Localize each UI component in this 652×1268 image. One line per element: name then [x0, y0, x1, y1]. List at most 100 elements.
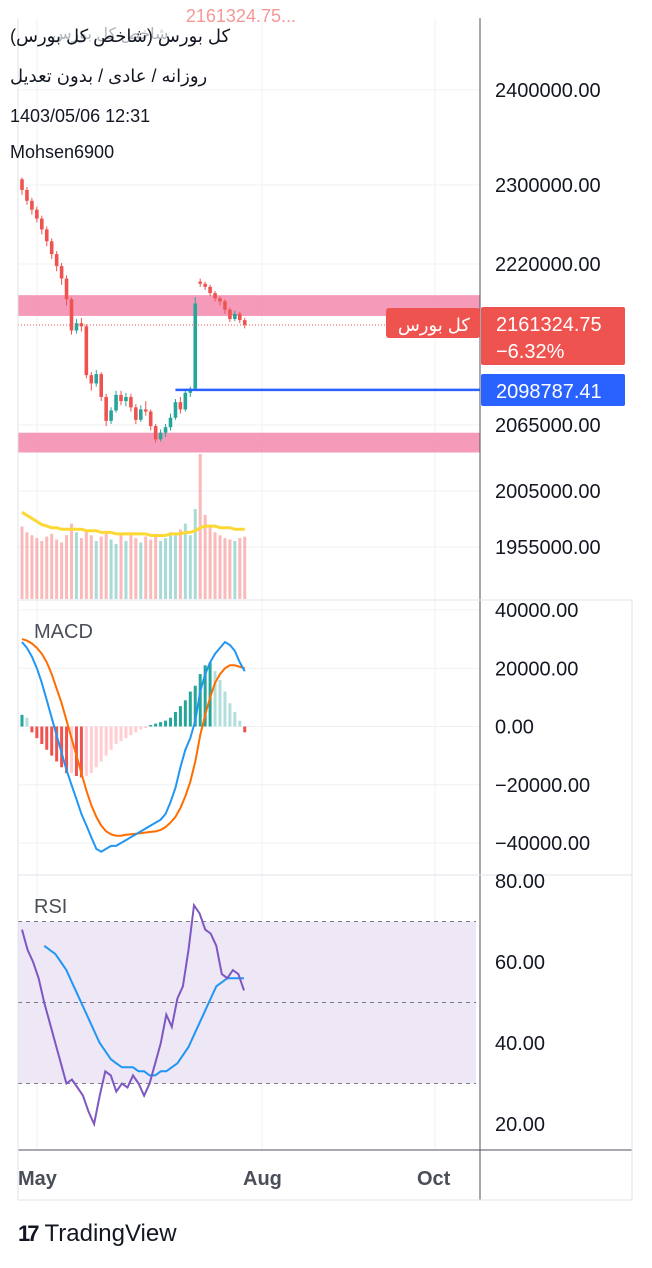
pane-frames [17, 18, 633, 1201]
timeframe-label[interactable]: روزانه / عادی / بدون تعدیل [10, 66, 208, 86]
candle-body [20, 179, 24, 190]
macd-signal-line [21, 638, 246, 837]
volume-bar [139, 542, 143, 599]
macd-histogram-bar [60, 726, 64, 768]
candle-body [238, 313, 242, 321]
time-axis-label: Oct [417, 1168, 451, 1190]
volume-bar [129, 532, 133, 599]
volume-bar [55, 539, 59, 599]
macd-histogram-bar [30, 726, 34, 733]
candle-body [44, 229, 49, 242]
rsi-axis-label: 80.00 [495, 871, 545, 893]
macd-histogram-bar [154, 723, 158, 727]
candle-body [124, 396, 128, 402]
tradingview-logo[interactable]: 17 TradingView [18, 1220, 177, 1248]
macd-axis-label: 40000.00 [495, 600, 578, 622]
candle-body [104, 396, 108, 421]
candle-body [54, 254, 59, 267]
volume-bar [104, 533, 108, 599]
macd-histogram-bar [20, 714, 24, 727]
candle-body [168, 417, 173, 428]
volume-bar [178, 529, 182, 599]
macd-histogram-bar [198, 674, 202, 727]
volume-bar [193, 509, 197, 599]
last-price-value: 2161324.75 [496, 314, 602, 336]
macd-histogram-bar [169, 717, 172, 727]
volume-bar [84, 529, 88, 599]
macd-histogram-bar [50, 726, 54, 756]
level-badge [481, 374, 625, 406]
macd-histogram-bar [238, 720, 242, 727]
macd-histogram-bar [188, 691, 192, 727]
volume-bar [154, 533, 158, 599]
candle-body [173, 402, 178, 418]
candle-body [183, 392, 188, 410]
rsi-axis-label: 20.00 [495, 1114, 545, 1136]
volume-bar [149, 539, 153, 599]
macd-histogram-bar [173, 711, 177, 727]
macd-histogram-bar [193, 685, 197, 727]
volume-bar [79, 538, 83, 599]
rsi-pane: RSI [18, 896, 476, 1128]
macd-histogram-bar [65, 726, 69, 774]
macd-histogram-bar [99, 726, 103, 762]
volume-bars [20, 454, 247, 599]
rsi-ma-line [43, 944, 244, 1077]
volume-bar [40, 541, 44, 599]
volume-bar [99, 536, 103, 599]
volume-bar [50, 533, 54, 599]
price-zone [18, 295, 480, 316]
candle-body [109, 410, 113, 421]
macd-histogram-bar [74, 726, 78, 777]
macd-histogram-bar [124, 726, 128, 739]
volume-bar [70, 523, 73, 599]
price-axis-label: 2300000.00 [495, 175, 601, 197]
candle-body [74, 323, 79, 331]
candle-body [242, 320, 247, 325]
symbol-title[interactable]: کل بورس (شاخص کل بورس) [10, 26, 231, 46]
volume-bar [173, 535, 177, 599]
volume-bar [45, 536, 49, 599]
brand-name: TradingView [44, 1220, 177, 1247]
macd-histogram-bar [119, 726, 123, 742]
macd-histogram-bar [55, 726, 59, 762]
macd-histogram-bar [144, 726, 148, 728]
candle-body [163, 427, 168, 433]
time-axis-label: Aug [243, 1168, 282, 1190]
datetime-label: 1403/05/06 12:31 [10, 106, 151, 126]
candle-body [233, 313, 237, 320]
volume-bar [203, 514, 207, 599]
volume-bar [228, 539, 232, 599]
candle-body [203, 283, 207, 287]
volume-bar [25, 532, 29, 599]
candle-body [69, 299, 74, 331]
candle-body [193, 303, 198, 389]
rsi-label: RSI [34, 896, 67, 918]
rsi-band [18, 921, 476, 1084]
last-price-change: −6.32% [496, 341, 565, 363]
volume-bar [124, 541, 128, 599]
time-axis-label: May [18, 1168, 58, 1190]
volume-bar [144, 536, 148, 599]
volume-bar [238, 538, 242, 599]
candlesticks [20, 177, 247, 443]
candle-body [129, 396, 133, 408]
candle-body [148, 411, 153, 427]
macd-axis-label: −20000.00 [495, 775, 590, 797]
macd-histogram-bar [149, 725, 153, 727]
volume-bar [218, 535, 222, 599]
macd-histogram-bar [233, 711, 237, 727]
macd-histogram-bar [159, 722, 163, 727]
macd-histogram-bar [213, 671, 217, 727]
candle-body [94, 374, 99, 384]
macd-histogram-bar [134, 726, 138, 733]
tradingview-logo-icon: 17 [18, 1221, 40, 1246]
macd-histogram-bar [89, 726, 93, 774]
author-label: Mohsen6900 [10, 142, 115, 162]
macd-pane: MACD [20, 621, 247, 853]
candle-body [119, 394, 123, 402]
macd-histogram-bar [25, 717, 29, 727]
macd-histogram-bar [139, 726, 143, 730]
rsi-line [21, 902, 245, 1128]
